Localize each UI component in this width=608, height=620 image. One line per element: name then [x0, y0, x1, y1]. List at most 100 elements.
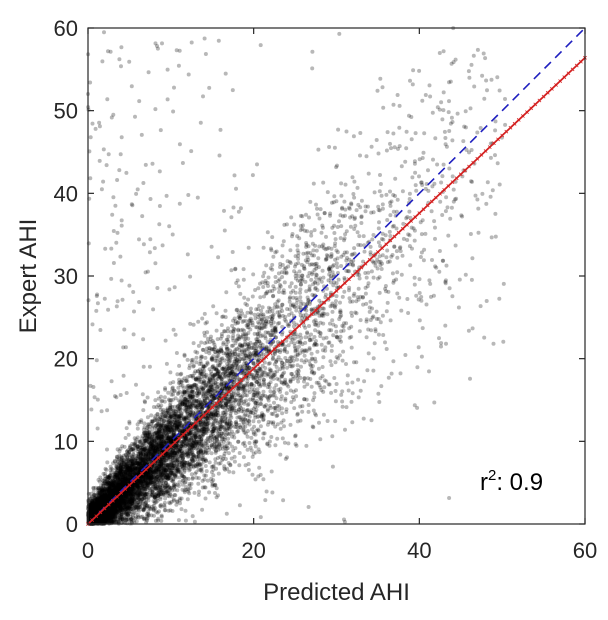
scatter-point	[95, 506, 100, 511]
scatter-point	[295, 334, 300, 339]
scatter-point	[189, 457, 194, 462]
scatter-point	[463, 272, 468, 277]
scatter-point	[443, 323, 448, 328]
scatter-point	[99, 500, 104, 505]
scatter-point	[202, 311, 207, 316]
scatter-point	[432, 219, 437, 224]
scatter-point	[268, 266, 273, 271]
scatter-point	[466, 328, 471, 333]
scatter-point	[354, 360, 359, 365]
scatter-point	[304, 289, 309, 294]
scatter-point	[310, 424, 315, 429]
scatter-point	[158, 407, 163, 412]
scatter-point	[397, 295, 402, 300]
scatter-point	[155, 286, 160, 290]
scatter-point	[277, 286, 282, 291]
scatter-point	[325, 254, 330, 259]
scatter-point	[270, 490, 275, 495]
scatter-point	[333, 299, 338, 304]
scatter-point	[273, 275, 278, 279]
scatter-point	[413, 170, 418, 175]
scatter-point	[339, 264, 344, 268]
scatter-point	[140, 442, 145, 447]
scatter-point	[212, 396, 217, 401]
scatter-point	[117, 168, 122, 173]
scatter-point	[200, 419, 205, 424]
scatter-point	[147, 424, 152, 429]
scatter-point	[145, 504, 150, 509]
scatter-point	[119, 64, 123, 69]
scatter-point	[105, 408, 110, 413]
scatter-point	[190, 476, 195, 481]
scatter-point	[476, 230, 481, 235]
scatter-point	[192, 490, 197, 495]
scatter-point	[371, 275, 376, 280]
scatter-point	[302, 266, 306, 271]
scatter-point	[177, 402, 182, 407]
scatter-point	[359, 198, 364, 203]
scatter-point	[304, 241, 309, 245]
scatter-point	[231, 470, 236, 475]
scatter-point	[125, 501, 130, 506]
scatter-point	[288, 284, 292, 289]
scatter-point	[493, 128, 498, 133]
scatter-point	[251, 395, 255, 400]
scatter-point	[132, 486, 137, 490]
scatter-point	[373, 327, 378, 332]
scatter-point	[160, 484, 165, 489]
scatter-point	[237, 451, 242, 455]
scatter-point	[298, 418, 303, 423]
scatter-point	[155, 474, 160, 479]
scatter-point	[419, 354, 424, 359]
scatter-point	[131, 447, 136, 452]
scatter-point	[152, 451, 157, 456]
scatter-point	[93, 126, 98, 131]
scatter-point	[127, 283, 132, 288]
scatter-point	[271, 254, 276, 259]
scatter-point	[444, 195, 449, 200]
scatter-point	[307, 284, 312, 289]
scatter-point	[155, 431, 160, 436]
scatter-point	[179, 371, 184, 376]
scatter-point	[314, 202, 318, 207]
scatter-point	[335, 265, 340, 270]
scatter-point	[238, 206, 243, 211]
scatter-point	[275, 305, 280, 310]
scatter-point	[97, 124, 102, 129]
scatter-point	[231, 205, 236, 210]
scatter-point	[216, 38, 221, 43]
scatter-point	[145, 472, 150, 476]
scatter-point	[126, 481, 131, 486]
scatter-point	[334, 329, 339, 334]
scatter-point	[91, 512, 95, 517]
scatter-point	[148, 445, 153, 450]
scatter-point	[501, 339, 506, 344]
scatter-point	[221, 314, 226, 319]
scatter-point	[134, 488, 138, 493]
scatter-point	[314, 264, 319, 269]
scatter-point	[190, 454, 195, 459]
scatter-point	[117, 504, 122, 509]
scatter-point	[214, 311, 219, 316]
scatter-point	[140, 475, 145, 480]
scatter-point	[349, 334, 354, 339]
scatter-point	[378, 173, 382, 177]
scatter-point	[329, 255, 333, 260]
scatter-point	[294, 308, 299, 313]
scatter-point	[303, 325, 308, 330]
scatter-point	[111, 195, 116, 200]
scatter-point	[134, 191, 139, 196]
scatter-point	[476, 206, 481, 211]
scatter-point	[290, 337, 295, 342]
scatter-point	[139, 132, 144, 137]
scatter-point	[114, 486, 119, 491]
scatter-point	[123, 436, 128, 440]
scatter-point	[143, 501, 148, 506]
scatter-point	[247, 441, 252, 445]
scatter-point	[151, 440, 156, 445]
scatter-point	[304, 212, 308, 217]
scatter-point	[189, 472, 194, 477]
scatter-point	[99, 513, 104, 517]
scatter-point	[114, 240, 119, 245]
scatter-point	[409, 137, 414, 142]
